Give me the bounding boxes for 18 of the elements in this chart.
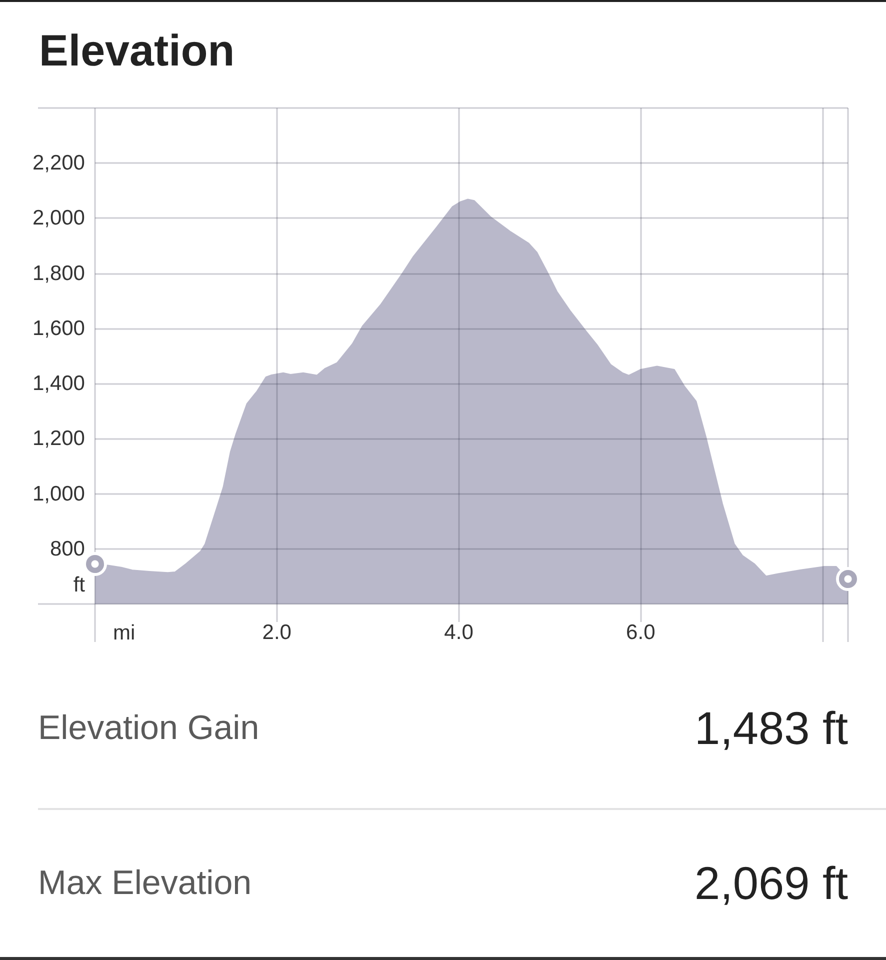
y-tick-label: 2,200: [32, 152, 85, 175]
y-tick-label: 1,800: [32, 262, 85, 285]
x-tick-label: 2.0: [262, 621, 292, 644]
text: 2,069 ft: [694, 856, 848, 910]
y-tick-label: 1,600: [32, 316, 85, 340]
y-tick-label: 800: [50, 537, 85, 560]
text: Elevation Gain: [38, 708, 260, 748]
chart-title: Elevation: [39, 26, 235, 76]
y-tick-label: 2,000: [32, 206, 85, 230]
y-tick-label: 1,400: [32, 372, 85, 396]
y-tick-label: 1,200: [32, 427, 85, 450]
text: Max Elevation: [38, 864, 252, 902]
x-tick-label: 6.0: [626, 621, 656, 644]
x-axis-title: mi: [113, 622, 136, 644]
y-tick-label: 1,000: [32, 482, 85, 506]
text: 1,483 ft: [694, 701, 848, 755]
y-axis-title: ft: [73, 574, 86, 596]
x-tick-label: 4.0: [444, 621, 474, 644]
